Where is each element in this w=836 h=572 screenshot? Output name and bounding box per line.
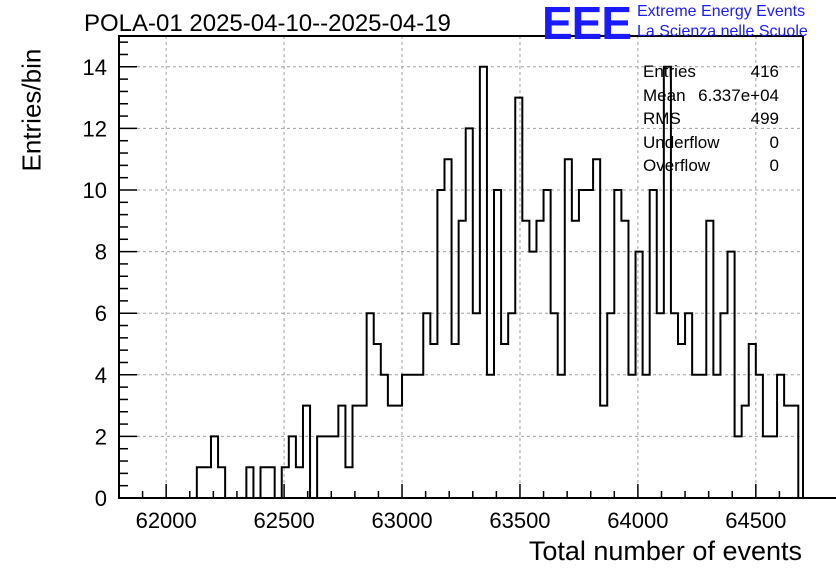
stats-box: Entries 416 Mean 6.337e+04 RMS 499 Under…: [643, 60, 779, 178]
plot-frame: [118, 35, 804, 499]
x-tick-label: 62000: [136, 508, 197, 533]
y-tick-label: 6: [95, 301, 107, 326]
stats-row-entries: Entries 416: [643, 60, 779, 84]
logo-caption: Extreme Energy Events La Scienza nelle S…: [637, 2, 808, 42]
x-tick-label: 62500: [254, 508, 315, 533]
stats-value: 0: [769, 132, 779, 152]
stats-key: Overflow: [643, 156, 711, 175]
x-tick-label: 64500: [725, 508, 786, 533]
x-axis-label: Total number of events: [528, 536, 802, 566]
y-axis-label: Entries/bin: [16, 48, 47, 172]
y-tick-label: 14: [83, 55, 107, 80]
stats-value: 6.337e+04: [698, 85, 779, 105]
x-tick-label: 64000: [607, 508, 668, 533]
y-tick-label: 4: [95, 363, 107, 388]
stats-value: 499: [750, 109, 779, 128]
logo-caption-line1: Extreme Energy Events: [637, 3, 806, 20]
y-tick-label: 2: [95, 424, 107, 449]
stats-row-mean: Mean 6.337e+04: [643, 84, 779, 108]
y-tick-label: 10: [83, 178, 107, 203]
stats-row-overflow: Overflow 0: [643, 154, 779, 178]
y-tick-label: 0: [95, 486, 107, 511]
stats-key: RMS: [643, 109, 681, 128]
stats-value: 416: [750, 62, 779, 81]
stats-row-underflow: Underflow 0: [643, 131, 779, 155]
stats-key: Entries: [643, 62, 696, 81]
eee-logo: EEE: [542, 0, 632, 49]
stats-row-rms: RMS 499: [643, 107, 779, 131]
y-tick-label: 12: [83, 116, 107, 141]
y-tick-label: 8: [95, 240, 107, 265]
x-tick-label: 63000: [371, 508, 432, 533]
plot-title: POLA-01 2025-04-10--2025-04-19: [84, 10, 451, 37]
logo-caption-line2: La Scienza nelle Scuole: [637, 23, 808, 40]
stats-key: Underflow: [643, 132, 720, 152]
stats-value: 0: [769, 156, 779, 175]
x-tick-label: 63500: [489, 508, 550, 533]
stats-key: Mean: [643, 85, 686, 105]
